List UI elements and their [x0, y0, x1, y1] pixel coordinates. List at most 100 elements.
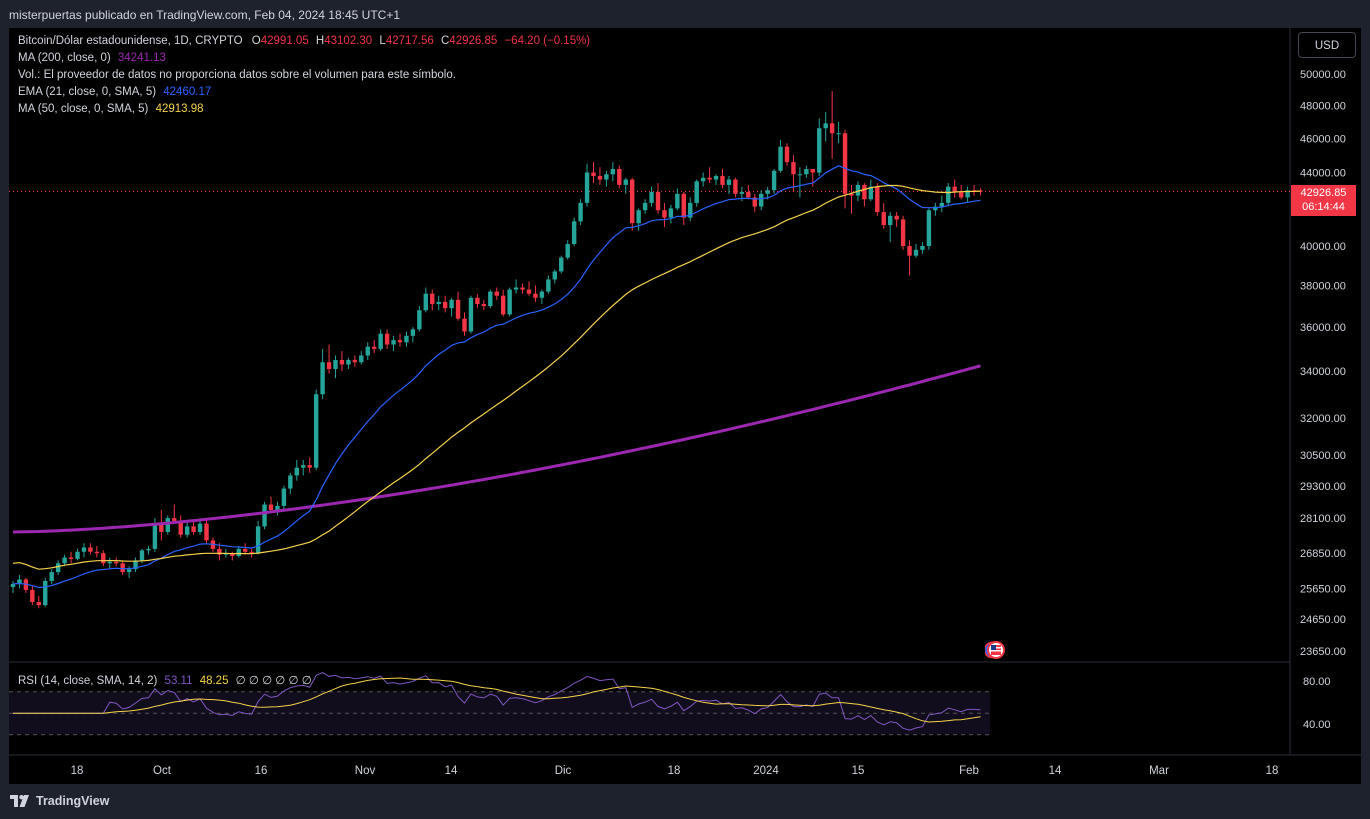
ema21-legend[interactable]: EMA (21, close, 0, SMA, 5) 42460.17: [18, 86, 211, 98]
candle-body: [301, 465, 306, 468]
tradingview-logo-icon: [10, 795, 29, 807]
candle-body: [913, 249, 919, 256]
ma200-value: 34241.13: [117, 52, 166, 64]
candle-body: [81, 547, 87, 552]
candle-body: [494, 291, 499, 296]
time-axis-tick: Mar: [1149, 765, 1169, 777]
candle-body: [539, 291, 545, 298]
ema21-label: EMA (21, close, 0, SMA, 5): [18, 86, 157, 98]
candle-body: [681, 193, 686, 218]
candle-body: [559, 257, 564, 272]
candle-body: [249, 551, 254, 554]
open-label: O: [251, 35, 261, 47]
candle-body: [462, 318, 467, 332]
candle-body: [552, 271, 557, 280]
candle-body: [307, 465, 312, 468]
last-price-label: 42926.85 06:14:44: [1291, 185, 1356, 216]
candle-body: [875, 186, 880, 213]
candle-body: [829, 123, 835, 134]
candle-body: [597, 176, 603, 180]
candle-body: [571, 221, 577, 245]
price-axis-tick: 34000.00: [1300, 366, 1346, 378]
candle-body: [855, 184, 861, 196]
price-axis-tick: 25650.00: [1300, 583, 1346, 595]
time-axis-tick: 18: [71, 765, 84, 777]
rsi-extra-values: ∅ ∅ ∅ ∅ ∅ ∅: [235, 675, 312, 687]
candle-body: [352, 359, 358, 363]
last-price: 42926.85: [1300, 187, 1347, 199]
ma200-line: [12, 364, 981, 534]
candle-body: [365, 346, 370, 356]
rsi-label: RSI (14, close, SMA, 14, 2): [18, 675, 158, 687]
candle-body: [784, 146, 790, 163]
candle-body: [165, 518, 170, 532]
price-chart[interactable]: 50000.00 48000.00 46000.00 44000.00 40000.00…: [0, 0, 1370, 784]
candle-body: [939, 202, 944, 207]
chart-frame[interactable]: [9, 28, 1361, 784]
candle-body: [791, 162, 796, 175]
candle-body: [900, 219, 906, 246]
candle-body: [746, 192, 751, 198]
candle-body: [888, 215, 893, 226]
candle-body: [862, 184, 867, 200]
candle-body: [842, 133, 848, 194]
candle-body: [642, 202, 648, 211]
time-axis-tick: 14: [445, 765, 458, 777]
candle-body: [765, 190, 770, 194]
tradingview-logo[interactable]: TradingView: [10, 794, 109, 808]
candle-body: [836, 133, 841, 135]
high-value: 43102.30: [324, 35, 373, 47]
candle-body: [823, 123, 828, 129]
candle-body: [255, 526, 261, 554]
change-value: −64.20 (−0.15%): [504, 35, 591, 47]
rsi-sma-value: 48.25: [199, 675, 229, 687]
price-axis-tick: 30500.00: [1300, 450, 1346, 462]
candle-body: [565, 244, 570, 258]
candle-body: [288, 475, 293, 489]
open-value: 42991.05: [260, 35, 309, 47]
candle-body: [417, 310, 422, 330]
time-axis-tick: Nov: [355, 765, 376, 777]
candle-body: [359, 355, 364, 363]
currency-button[interactable]: USD: [1298, 32, 1356, 58]
time-axis-tick: 18: [668, 765, 681, 777]
candle-body: [971, 190, 977, 192]
candle-body: [197, 523, 203, 532]
candle-body: [636, 210, 641, 224]
time-axis-tick: Oct: [153, 765, 172, 777]
candle-body: [759, 193, 764, 207]
time-axis-tick: 2024: [753, 765, 779, 777]
candle-body: [75, 551, 80, 559]
candle-body: [68, 557, 74, 559]
candle-body: [49, 572, 54, 581]
ma50-label: MA (50, close, 0, SMA, 5): [18, 103, 149, 115]
candle-body: [88, 547, 93, 552]
candle-body: [455, 299, 461, 319]
rsi-line: [13, 672, 981, 731]
volume-note: Vol.: El proveedor de datos no proporcio…: [18, 69, 456, 81]
low-label: L: [379, 35, 386, 47]
candle-body: [10, 583, 16, 587]
candle-body: [191, 526, 196, 532]
candle-body: [468, 297, 474, 332]
candle-body: [17, 579, 22, 584]
us-flag-event-icon[interactable]: [985, 640, 1005, 660]
symbol-name[interactable]: Bitcoin/Dólar estadounidense, 1D, CRYPTO: [18, 35, 243, 47]
candle-body: [720, 176, 725, 185]
candle-body: [346, 359, 351, 365]
rsi-legend[interactable]: RSI (14, close, SMA, 14, 2) 53.11 48.25 …: [18, 673, 312, 687]
ma50-legend[interactable]: MA (50, close, 0, SMA, 5) 42913.98: [18, 103, 204, 115]
ma200-legend[interactable]: MA (200, close, 0) 34241.13: [18, 52, 166, 64]
candle-body: [952, 186, 957, 193]
candle-body: [797, 174, 803, 176]
time-axis-tick: Dic: [555, 765, 572, 777]
candle-body: [655, 192, 661, 211]
ema21-value: 42460.17: [163, 86, 212, 98]
candle-body: [649, 192, 654, 203]
price-axis-tick: 46000.00: [1300, 133, 1346, 145]
candle-body: [707, 177, 712, 180]
candle-body: [410, 329, 416, 336]
candle-body: [907, 245, 912, 256]
candle-body: [958, 192, 964, 198]
candle-body: [849, 193, 854, 196]
